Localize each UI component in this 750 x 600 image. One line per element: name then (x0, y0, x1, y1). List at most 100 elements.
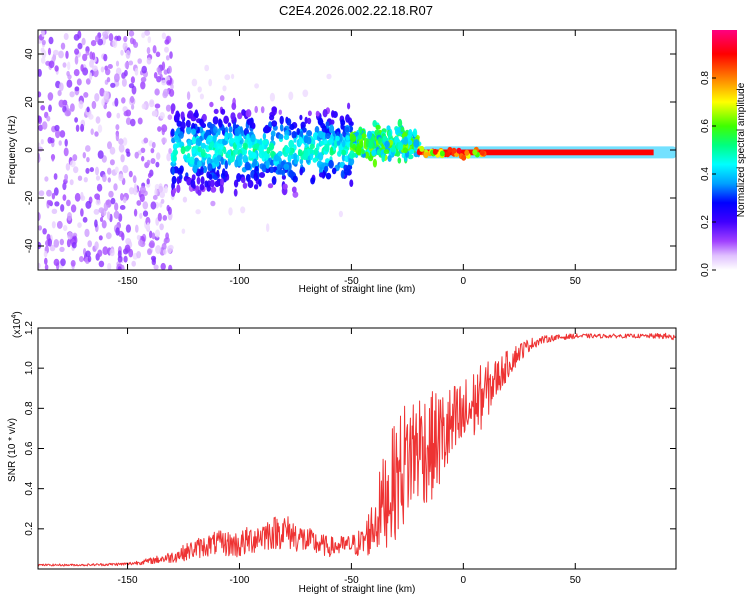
colorbar-ticks: 0.0 0.2 0.4 0.6 0.8 (700, 71, 716, 277)
spectrogram-point (76, 78, 82, 86)
spectrogram-point (123, 255, 128, 263)
spectrogram-point (95, 166, 99, 176)
spectrogram-point (218, 119, 223, 128)
spectrogram-point (74, 86, 80, 92)
spectrogram-point (196, 176, 201, 185)
spectrogram-point (95, 175, 101, 181)
spectrogram-point (40, 47, 45, 53)
spectrogram-point (309, 151, 314, 161)
spectrogram-point (164, 46, 169, 53)
spectrogram-point (259, 172, 266, 178)
spectrogram-point (338, 210, 343, 218)
spectrogram-point (140, 76, 147, 83)
spectrogram-point (306, 136, 312, 145)
spectrogram-point (84, 228, 90, 238)
spectrogram-point (403, 136, 409, 145)
spectrogram-point (357, 134, 363, 140)
spectrogram-point (254, 105, 258, 114)
spectrogram-point (451, 147, 457, 154)
spectrogram-point (395, 151, 401, 157)
spectrogram-point (200, 120, 205, 128)
snr-panel: -150 -100 -50 0 50 0.2 0.4 0.6 0.8 1.0 1.2 Height… (7, 311, 677, 595)
colorbar-label: Normalized spectral amplitude (736, 82, 747, 217)
spectrogram-point (319, 140, 325, 146)
spectrogram-point (343, 168, 350, 176)
spectrogram-point (283, 134, 290, 141)
spectrogram-point (133, 41, 139, 48)
spectrogram-point (233, 188, 238, 197)
spectrogram-point (109, 248, 115, 257)
spectrogram-point (136, 200, 142, 206)
spectrogram-point (64, 138, 68, 147)
spectrogram-point (87, 255, 92, 263)
spectrogram-point (260, 106, 265, 114)
spectrogram-point (291, 186, 297, 193)
spectrogram-point (240, 176, 246, 183)
spectrogram-point (53, 187, 59, 196)
spectrogram-point (246, 133, 250, 140)
colorbar-tick-label: 0.6 (700, 119, 711, 133)
spectrogram-point (269, 114, 275, 121)
spectrogram-point (329, 146, 334, 154)
spectrogram-point (186, 102, 193, 109)
spectrogram-point (77, 30, 82, 39)
y-tick-label: 0.2 (24, 521, 35, 535)
spectrogram-point (200, 166, 204, 173)
spectrogram-point (179, 165, 184, 173)
spectrogram-point (266, 223, 270, 233)
spectrogram-point (162, 88, 169, 97)
spectrogram-point (224, 131, 229, 141)
spectrogram-point (47, 199, 53, 206)
spectrogram-point (178, 174, 183, 180)
snr-x-label: Height of straight line (km) (299, 584, 416, 595)
spectrogram-point (262, 132, 267, 140)
spectrogram-point (170, 103, 176, 112)
spectrogram-point (234, 159, 239, 168)
spectrogram-point (161, 61, 166, 71)
spectrogram-point (350, 133, 357, 143)
spectrogram-point (118, 144, 125, 153)
spectrogram-point (412, 128, 418, 138)
spectrogram-point (85, 200, 92, 209)
spectrogram-point (419, 145, 425, 152)
spectrogram-point (317, 117, 324, 126)
spectrogram-point (102, 246, 109, 256)
y-tick-label: 0.4 (24, 481, 35, 495)
spectrogram-point (376, 149, 381, 156)
x-tick-label: -100 (229, 276, 249, 287)
spectrogram-point (149, 240, 155, 249)
spectrogram-point (253, 184, 259, 190)
spectrogram-point (108, 33, 114, 42)
spectrogram-point (89, 51, 93, 60)
spectrogram-point (286, 118, 292, 126)
spectrogram-point (99, 87, 105, 97)
spectrogram-point (66, 199, 71, 207)
spectrogram-point (136, 234, 141, 241)
spectrogram-point (107, 141, 112, 150)
spectrogram-point (157, 212, 162, 222)
spectrogram-point (400, 126, 405, 133)
spectrogram-point (58, 140, 62, 146)
spectrogram-point (254, 83, 259, 89)
y-tick-label: 0 (24, 147, 35, 153)
spectrogram-point (464, 149, 470, 156)
spectrogram-point (38, 212, 41, 221)
spectrogram-point (92, 65, 98, 72)
spectrogram-point (125, 117, 132, 125)
spectrogram-x-label: Height of straight line (km) (299, 284, 416, 295)
spectrogram-point (161, 79, 167, 86)
spectrogram-point (146, 47, 151, 55)
spectrogram-point (101, 220, 107, 229)
spectrogram-point (58, 50, 64, 59)
spectrogram-point (146, 159, 151, 166)
spectrogram-point (178, 131, 184, 139)
spectrogram-point (128, 170, 133, 178)
spectrogram-point (232, 122, 237, 131)
spectrogram-point (115, 227, 120, 236)
spectrogram-point (65, 163, 71, 171)
spectrogram-point (82, 53, 88, 62)
spectrogram-point (87, 240, 92, 248)
spectrogram-point (126, 151, 131, 157)
spectrogram-point (172, 143, 178, 151)
spectrogram-point (118, 173, 124, 182)
